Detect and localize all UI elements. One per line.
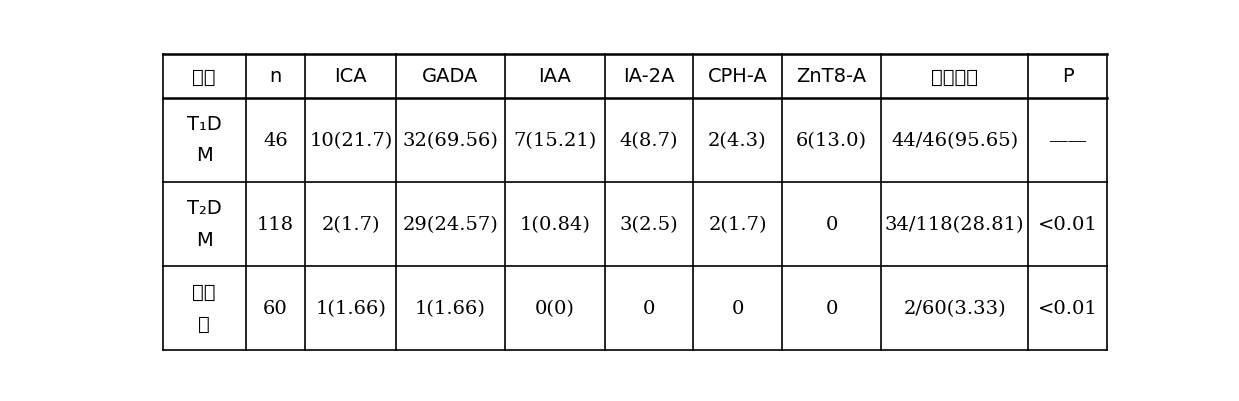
Text: CPH-A: CPH-A: [707, 67, 767, 86]
Text: 1(1.66): 1(1.66): [316, 299, 387, 317]
Text: 0: 0: [643, 299, 655, 317]
Text: ZnT8-A: ZnT8-A: [797, 67, 866, 86]
Text: 0: 0: [731, 299, 743, 317]
Text: 60: 60: [263, 299, 287, 317]
Text: IAA: IAA: [538, 67, 571, 86]
Text: M: M: [196, 146, 212, 165]
Text: 46: 46: [263, 132, 287, 150]
Text: 2(1.7): 2(1.7): [709, 215, 767, 233]
Text: 2/60(3.33): 2/60(3.33): [903, 299, 1006, 317]
Text: <0.01: <0.01: [1038, 299, 1098, 317]
Text: M: M: [196, 230, 212, 249]
Text: 正常: 正常: [192, 282, 216, 301]
Text: 118: 118: [256, 215, 294, 233]
Text: 2(4.3): 2(4.3): [709, 132, 767, 150]
Text: GADA: GADA: [422, 67, 478, 86]
Text: 44/46(95.65): 44/46(95.65): [891, 132, 1018, 150]
Text: 0: 0: [825, 299, 838, 317]
Text: 3(2.5): 3(2.5): [620, 215, 678, 233]
Text: ICA: ICA: [335, 67, 367, 86]
Text: IA-2A: IA-2A: [623, 67, 674, 86]
Text: 10(21.7): 10(21.7): [310, 132, 393, 150]
Text: 7(15.21): 7(15.21): [513, 132, 596, 150]
Text: 0(0): 0(0): [535, 299, 575, 317]
Text: 组: 组: [198, 314, 209, 333]
Text: 0: 0: [825, 215, 838, 233]
Text: 1(1.66): 1(1.66): [415, 299, 486, 317]
Text: 34/118(28.81): 34/118(28.81): [885, 215, 1025, 233]
Text: P: P: [1062, 67, 1073, 86]
Text: 2(1.7): 2(1.7): [322, 215, 380, 233]
Text: T₁D: T₁D: [187, 114, 222, 133]
Text: 29(24.57): 29(24.57): [403, 215, 498, 233]
Text: 6(13.0): 6(13.0): [797, 132, 867, 150]
Text: <0.01: <0.01: [1038, 215, 1098, 233]
Text: 1(0.84): 1(0.84): [519, 215, 590, 233]
Text: ——: ——: [1048, 132, 1087, 150]
Text: 组别: 组别: [192, 67, 216, 86]
Text: n: n: [269, 67, 281, 86]
Text: 4(8.7): 4(8.7): [620, 132, 678, 150]
Text: 32(69.56): 32(69.56): [403, 132, 498, 150]
Text: T₂D: T₂D: [187, 198, 222, 217]
Text: 总阳性率: 总阳性率: [930, 67, 978, 86]
